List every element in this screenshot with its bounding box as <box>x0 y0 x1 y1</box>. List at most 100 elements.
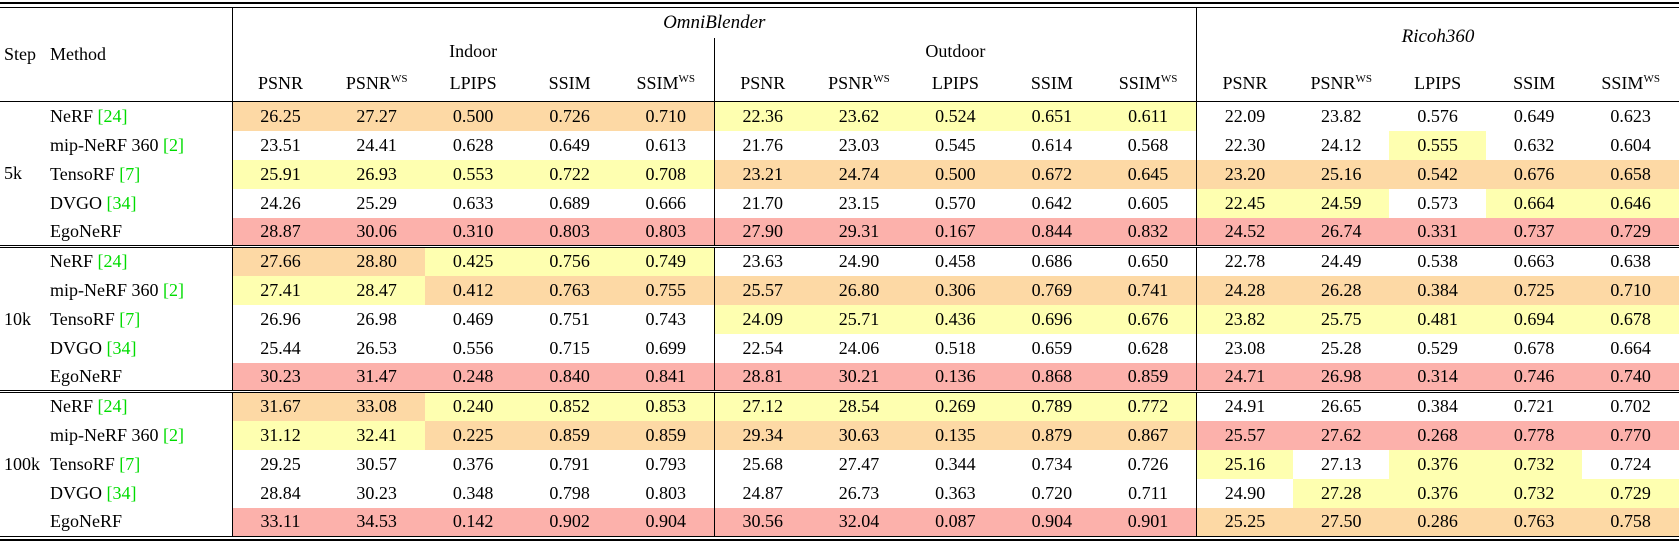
value-cell: 0.778 <box>1485 420 1583 450</box>
value-cell: 0.611 <box>1100 101 1197 131</box>
value-cell: 0.545 <box>935 134 976 155</box>
value-cell: 0.902 <box>521 507 618 537</box>
value-cell: 0.722 <box>521 159 618 189</box>
value-cell: 24.26 <box>231 188 329 218</box>
value-cell: 28.87 <box>231 217 329 247</box>
value-cell: 0.853 <box>617 390 715 421</box>
value-cell: 0.904 <box>1003 507 1101 537</box>
value-cell: 29.31 <box>810 217 908 247</box>
value-cell: 30.23 <box>356 482 397 503</box>
value-cell: 30.23 <box>231 362 329 392</box>
value-cell: 0.769 <box>1003 275 1101 305</box>
value-cell: 30.21 <box>810 362 908 392</box>
value-cell: 23.82 <box>1292 101 1390 131</box>
value-cell: 0.721 <box>1485 390 1583 421</box>
value-cell: 0.664 <box>1610 337 1651 358</box>
value-cell: 33.11 <box>231 507 329 537</box>
value-cell: 0.240 <box>424 390 522 421</box>
value-cell: 0.623 <box>1582 101 1679 131</box>
value-cell: 23.62 <box>810 101 908 131</box>
value-cell: 22.45 <box>1196 188 1293 218</box>
value-cell: 0.384 <box>1389 275 1486 305</box>
value-cell: 0.135 <box>907 420 1004 450</box>
citation-ref: [7] <box>119 163 141 184</box>
value-cell: 24.06 <box>838 337 880 358</box>
value-cell: 0.645 <box>1100 159 1197 189</box>
table-row: mip-NeRF 360 [2] 27.41 28.47 0.412 0.763 0.75… <box>0 275 1679 305</box>
value-cell: 24.90 <box>1196 478 1293 508</box>
value-cell: 0.867 <box>1100 420 1197 450</box>
value-cell: 0.758 <box>1582 507 1679 537</box>
col-header-ssim: SSIM <box>1513 72 1556 93</box>
value-cell: 0.568 <box>1127 134 1169 155</box>
value-cell: 0.436 <box>907 304 1004 334</box>
value-cell: 0.726 <box>1127 453 1169 474</box>
value-cell: 0.859 <box>521 420 618 450</box>
value-cell: 23.20 <box>1196 159 1293 189</box>
value-cell: 0.689 <box>549 192 590 213</box>
value-cell: 0.542 <box>1389 159 1486 189</box>
value-cell: 0.749 <box>617 245 715 276</box>
col-header-psnr: PSNR <box>1196 65 1293 102</box>
value-cell: 0.743 <box>645 308 687 329</box>
value-cell: 0.651 <box>1003 101 1101 131</box>
col-header-lpips: LPIPS <box>449 72 497 93</box>
value-cell: 0.614 <box>1031 134 1073 155</box>
citation-ref: [24] <box>97 105 128 126</box>
col-header-lpips: LPIPS <box>1414 72 1462 93</box>
value-cell: 0.269 <box>907 390 1004 421</box>
value-cell: 26.98 <box>1292 362 1390 392</box>
value-cell: 27.28 <box>1292 478 1390 508</box>
value-cell: 22.36 <box>713 101 811 131</box>
value-cell: 0.791 <box>549 453 590 474</box>
value-cell: 0.613 <box>645 134 687 155</box>
citation-ref: [34] <box>106 482 137 503</box>
value-cell: 34.53 <box>328 507 425 537</box>
value-cell: 0.412 <box>424 275 522 305</box>
step-label: 100k <box>0 390 46 537</box>
value-cell: 0.481 <box>1389 304 1486 334</box>
value-cell: 0.904 <box>617 507 715 537</box>
value-cell: 27.47 <box>838 453 880 474</box>
value-cell: 0.628 <box>452 134 494 155</box>
value-cell: 0.650 <box>1100 245 1197 276</box>
value-cell: 31.67 <box>231 390 329 421</box>
value-cell: 25.68 <box>713 449 811 479</box>
value-cell: 0.331 <box>1389 217 1486 247</box>
col-header-ssim: SSIM <box>1030 72 1073 93</box>
value-cell: 0.737 <box>1485 217 1583 247</box>
value-cell: 0.746 <box>1485 362 1583 392</box>
value-cell: 0.167 <box>907 217 1004 247</box>
value-cell: 0.732 <box>1485 478 1583 508</box>
value-cell: 0.458 <box>907 245 1004 276</box>
value-cell: 0.772 <box>1100 390 1197 421</box>
value-cell: 0.770 <box>1582 420 1679 450</box>
value-cell: 29.34 <box>713 420 811 450</box>
value-cell: 0.729 <box>1582 217 1679 247</box>
value-cell: 0.248 <box>424 362 522 392</box>
table-row: TensoRF [7] 26.96 26.98 0.469 0.751 0.743 24.0… <box>0 304 1679 334</box>
table-row: mip-NeRF 360 [2] 31.12 32.41 0.225 0.859 0.85… <box>0 420 1679 450</box>
results-table: Step Method OmniBlender Ricoh360 Indoor … <box>0 7 1679 537</box>
value-cell: 0.529 <box>1417 337 1458 358</box>
value-cell: 0.686 <box>1003 245 1101 276</box>
value-cell: 0.868 <box>1003 362 1101 392</box>
table-row: EgoNeRF 28.87 30.06 0.310 0.803 0.803 27.90 29.… <box>0 217 1679 247</box>
citation-ref: [2] <box>163 134 185 155</box>
value-cell: 0.348 <box>452 482 494 503</box>
value-cell: 27.62 <box>1292 420 1390 450</box>
value-cell: 0.664 <box>1485 188 1583 218</box>
citation-ref: [7] <box>119 453 141 474</box>
value-cell: 27.12 <box>713 390 811 421</box>
value-cell: 21.70 <box>713 188 811 218</box>
citation-ref: [24] <box>97 251 128 272</box>
value-cell: 23.15 <box>838 192 880 213</box>
subgroup-header-indoor: Indoor <box>231 37 715 66</box>
results-table-container: Step Method OmniBlender Ricoh360 Indoor … <box>0 2 1679 541</box>
value-cell: 26.25 <box>231 101 329 131</box>
value-cell: 23.82 <box>1196 304 1293 334</box>
value-cell: 26.96 <box>231 304 329 334</box>
method-label: NeRF [24] <box>46 390 232 421</box>
value-cell: 32.41 <box>328 420 425 450</box>
value-cell: 0.678 <box>1582 304 1679 334</box>
